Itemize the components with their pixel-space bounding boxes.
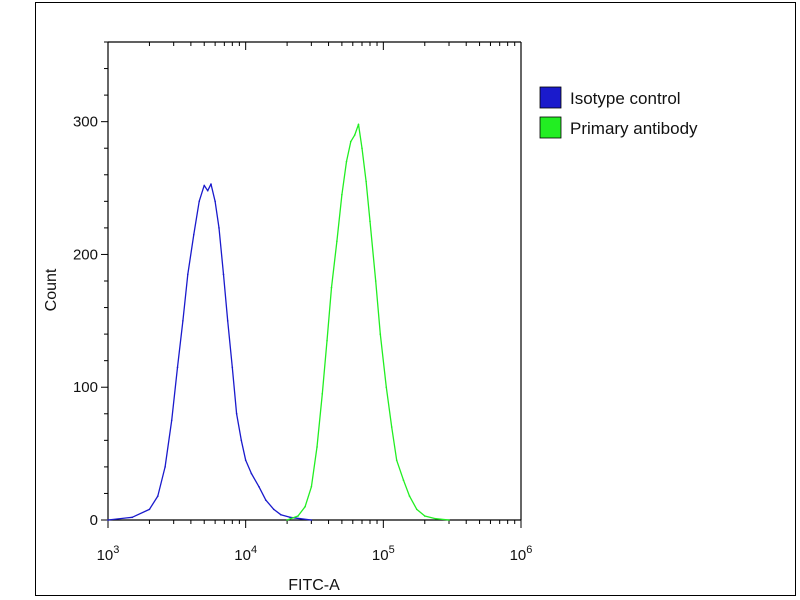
- legend-label-primary: Primary antibody: [570, 119, 698, 138]
- x-tick-label: 103: [97, 544, 120, 564]
- x-tick-exponent: 3: [113, 544, 119, 556]
- data-point: [361, 147, 363, 150]
- data-point: [304, 505, 306, 508]
- data-point: [374, 280, 377, 282]
- data-point: [299, 517, 302, 520]
- series-layer: [107, 123, 450, 521]
- data-point: [164, 466, 166, 468]
- legend-swatch-primary: [539, 116, 562, 139]
- data-point: [210, 183, 212, 185]
- data-point: [148, 508, 151, 511]
- x-tick-exponent: 5: [389, 544, 395, 556]
- data-point: [321, 393, 324, 395]
- data-point: [345, 160, 348, 163]
- data-point: [226, 320, 229, 322]
- data-point: [218, 227, 220, 229]
- data-point: [390, 426, 393, 428]
- data-point: [198, 200, 201, 203]
- x-tick-base: 10: [97, 547, 114, 564]
- data-point: [107, 519, 109, 521]
- data-point: [231, 366, 234, 369]
- y-tick-label: 200: [73, 246, 98, 263]
- data-point: [286, 519, 288, 521]
- data-point: [349, 140, 352, 143]
- data-point: [182, 320, 184, 322]
- data-point: [235, 412, 238, 415]
- x-tick-base: 10: [234, 547, 251, 564]
- data-point: [310, 486, 313, 488]
- x-tick-exponent: 4: [251, 544, 257, 556]
- data-point: [448, 519, 450, 521]
- data-point: [280, 513, 282, 516]
- data-point: [289, 516, 291, 519]
- x-tick-label: 106: [510, 544, 533, 564]
- data-point: [336, 240, 338, 242]
- data-point: [316, 446, 318, 448]
- data-point: [369, 220, 371, 223]
- y-tick-label: 0: [90, 512, 98, 529]
- data-point: [434, 517, 437, 520]
- data-point: [258, 486, 260, 488]
- data-point: [187, 273, 189, 276]
- data-point: [170, 419, 173, 422]
- series-line-0: [107, 183, 312, 521]
- x-tick-label: 104: [234, 544, 257, 564]
- axes: [107, 41, 522, 521]
- data-point: [240, 439, 243, 442]
- data-point: [176, 366, 179, 369]
- series-group-0: [107, 183, 313, 521]
- data-point: [353, 134, 356, 136]
- data-point: [250, 472, 253, 475]
- series-group-1: [286, 123, 450, 521]
- legend: Isotype control Primary antibody: [539, 86, 698, 139]
- legend-swatch-isotype: [539, 86, 562, 109]
- data-point: [365, 180, 367, 183]
- x-axis-title: FITC-A: [288, 577, 340, 594]
- data-point: [193, 233, 195, 236]
- data-point: [408, 495, 411, 497]
- x-tick-label: 105: [372, 544, 395, 564]
- data-point: [206, 189, 209, 192]
- y-tick-label: 100: [73, 379, 98, 396]
- data-point: [214, 200, 216, 203]
- data-point: [341, 193, 343, 196]
- data-point: [272, 508, 275, 511]
- data-point: [310, 519, 313, 521]
- data-point: [222, 273, 225, 276]
- data-point: [244, 459, 247, 462]
- data-point: [379, 333, 382, 335]
- data-point: [131, 516, 134, 519]
- x-tick-base: 10: [510, 547, 527, 564]
- data-point: [156, 495, 159, 497]
- y-axis-title: Count: [43, 268, 60, 311]
- data-point: [326, 339, 328, 342]
- x-tick-base: 10: [372, 547, 389, 564]
- data-point: [330, 286, 333, 289]
- data-point: [415, 508, 418, 511]
- data-point: [395, 459, 398, 462]
- figure-frame: [35, 2, 796, 596]
- data-point: [385, 386, 388, 389]
- series-line-1: [286, 123, 450, 521]
- data-point: [402, 479, 405, 481]
- data-point: [423, 515, 426, 517]
- data-point: [264, 499, 267, 501]
- data-point: [203, 184, 206, 187]
- y-tick-label: 300: [73, 114, 98, 131]
- legend-label-isotype: Isotype control: [570, 89, 681, 108]
- data-point: [297, 515, 299, 517]
- x-tick-exponent: 6: [526, 544, 532, 556]
- data-point: [357, 123, 360, 126]
